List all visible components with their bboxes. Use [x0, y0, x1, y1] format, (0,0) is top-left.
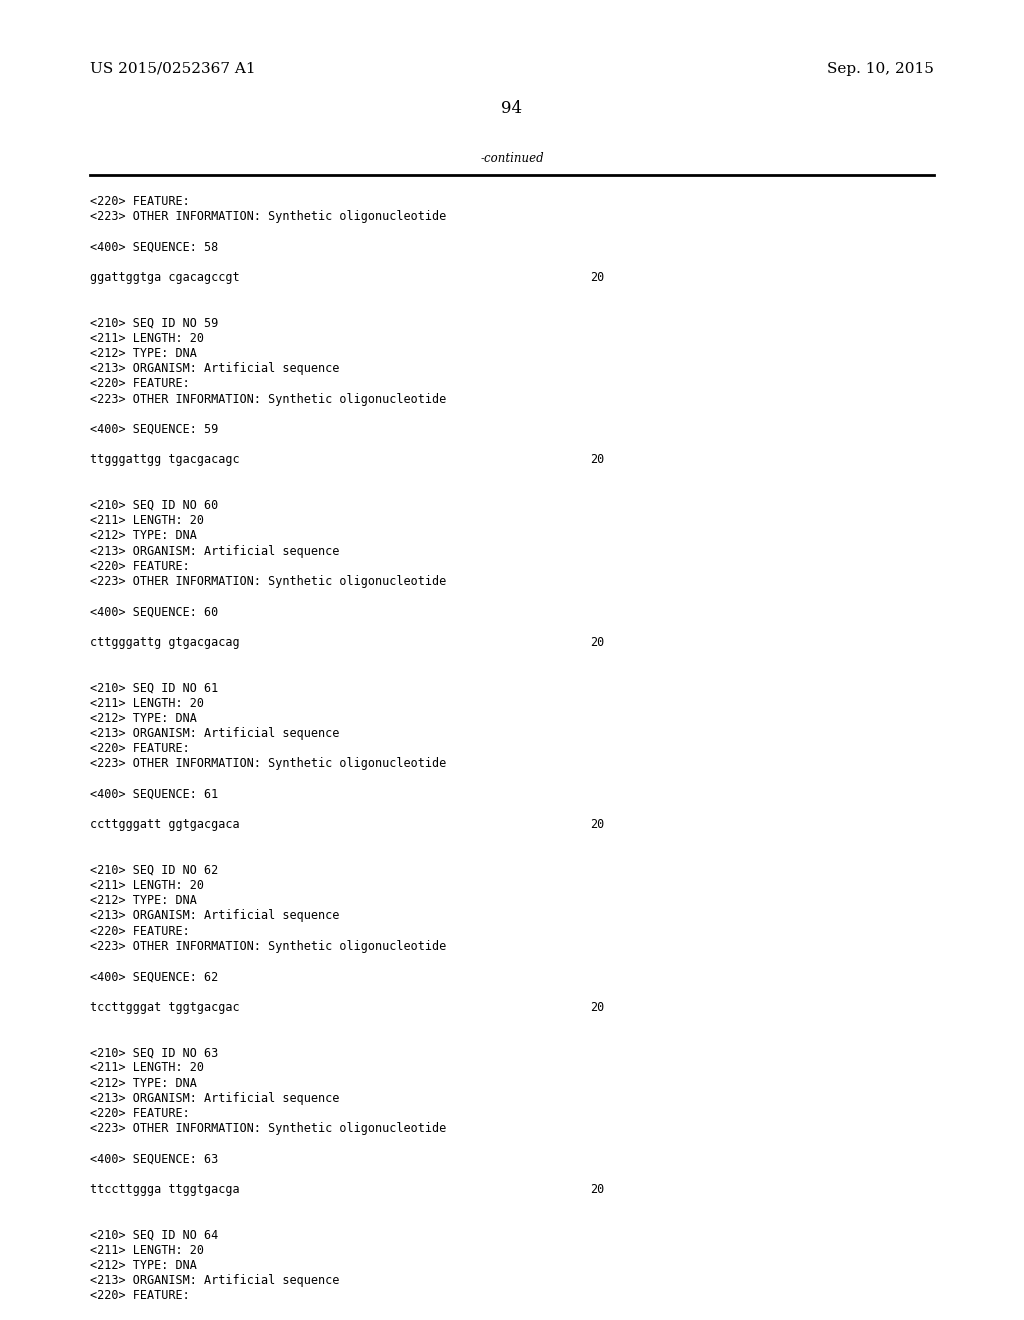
Text: <400> SEQUENCE: 58: <400> SEQUENCE: 58 — [90, 240, 218, 253]
Text: <400> SEQUENCE: 60: <400> SEQUENCE: 60 — [90, 606, 218, 618]
Text: <220> FEATURE:: <220> FEATURE: — [90, 560, 189, 573]
Text: ggattggtga cgacagccgt: ggattggtga cgacagccgt — [90, 271, 240, 284]
Text: ttgggattgg tgacgacagc: ttgggattgg tgacgacagc — [90, 453, 240, 466]
Text: 20: 20 — [590, 1001, 604, 1014]
Text: <212> TYPE: DNA: <212> TYPE: DNA — [90, 711, 197, 725]
Text: <223> OTHER INFORMATION: Synthetic oligonucleotide: <223> OTHER INFORMATION: Synthetic oligo… — [90, 576, 446, 587]
Text: <211> LENGTH: 20: <211> LENGTH: 20 — [90, 1061, 204, 1074]
Text: 20: 20 — [590, 1183, 604, 1196]
Text: <400> SEQUENCE: 59: <400> SEQUENCE: 59 — [90, 422, 218, 436]
Text: 20: 20 — [590, 271, 604, 284]
Text: <212> TYPE: DNA: <212> TYPE: DNA — [90, 347, 197, 360]
Text: 20: 20 — [590, 818, 604, 832]
Text: <211> LENGTH: 20: <211> LENGTH: 20 — [90, 879, 204, 892]
Text: <212> TYPE: DNA: <212> TYPE: DNA — [90, 894, 197, 907]
Text: cttgggattg gtgacgacag: cttgggattg gtgacgacag — [90, 636, 240, 649]
Text: <400> SEQUENCE: 62: <400> SEQUENCE: 62 — [90, 970, 218, 983]
Text: <211> LENGTH: 20: <211> LENGTH: 20 — [90, 515, 204, 527]
Text: <220> FEATURE:: <220> FEATURE: — [90, 924, 189, 937]
Text: <223> OTHER INFORMATION: Synthetic oligonucleotide: <223> OTHER INFORMATION: Synthetic oligo… — [90, 392, 446, 405]
Text: <220> FEATURE:: <220> FEATURE: — [90, 742, 189, 755]
Text: <210> SEQ ID NO 63: <210> SEQ ID NO 63 — [90, 1047, 218, 1059]
Text: <211> LENGTH: 20: <211> LENGTH: 20 — [90, 1243, 204, 1257]
Text: <212> TYPE: DNA: <212> TYPE: DNA — [90, 1259, 197, 1272]
Text: <213> ORGANISM: Artificial sequence: <213> ORGANISM: Artificial sequence — [90, 1092, 339, 1105]
Text: <220> FEATURE:: <220> FEATURE: — [90, 1290, 189, 1303]
Text: <213> ORGANISM: Artificial sequence: <213> ORGANISM: Artificial sequence — [90, 545, 339, 557]
Text: tccttgggat tggtgacgac: tccttgggat tggtgacgac — [90, 1001, 240, 1014]
Text: <210> SEQ ID NO 62: <210> SEQ ID NO 62 — [90, 863, 218, 876]
Text: <212> TYPE: DNA: <212> TYPE: DNA — [90, 529, 197, 543]
Text: 20: 20 — [590, 453, 604, 466]
Text: US 2015/0252367 A1: US 2015/0252367 A1 — [90, 62, 256, 77]
Text: <210> SEQ ID NO 60: <210> SEQ ID NO 60 — [90, 499, 218, 512]
Text: <211> LENGTH: 20: <211> LENGTH: 20 — [90, 331, 204, 345]
Text: <213> ORGANISM: Artificial sequence: <213> ORGANISM: Artificial sequence — [90, 1274, 339, 1287]
Text: <210> SEQ ID NO 64: <210> SEQ ID NO 64 — [90, 1229, 218, 1242]
Text: <210> SEQ ID NO 59: <210> SEQ ID NO 59 — [90, 317, 218, 330]
Text: <223> OTHER INFORMATION: Synthetic oligonucleotide: <223> OTHER INFORMATION: Synthetic oligo… — [90, 1122, 446, 1135]
Text: ttccttggga ttggtgacga: ttccttggga ttggtgacga — [90, 1183, 240, 1196]
Text: ccttgggatt ggtgacgaca: ccttgggatt ggtgacgaca — [90, 818, 240, 832]
Text: <220> FEATURE:: <220> FEATURE: — [90, 1107, 189, 1119]
Text: <211> LENGTH: 20: <211> LENGTH: 20 — [90, 697, 204, 710]
Text: Sep. 10, 2015: Sep. 10, 2015 — [827, 62, 934, 77]
Text: <400> SEQUENCE: 61: <400> SEQUENCE: 61 — [90, 788, 218, 801]
Text: <223> OTHER INFORMATION: Synthetic oligonucleotide: <223> OTHER INFORMATION: Synthetic oligo… — [90, 210, 446, 223]
Text: <223> OTHER INFORMATION: Synthetic oligonucleotide: <223> OTHER INFORMATION: Synthetic oligo… — [90, 758, 446, 771]
Text: <212> TYPE: DNA: <212> TYPE: DNA — [90, 1077, 197, 1089]
Text: -continued: -continued — [480, 152, 544, 165]
Text: <220> FEATURE:: <220> FEATURE: — [90, 378, 189, 391]
Text: <213> ORGANISM: Artificial sequence: <213> ORGANISM: Artificial sequence — [90, 909, 339, 923]
Text: <400> SEQUENCE: 63: <400> SEQUENCE: 63 — [90, 1152, 218, 1166]
Text: 20: 20 — [590, 636, 604, 649]
Text: <210> SEQ ID NO 61: <210> SEQ ID NO 61 — [90, 681, 218, 694]
Text: 94: 94 — [502, 100, 522, 117]
Text: <213> ORGANISM: Artificial sequence: <213> ORGANISM: Artificial sequence — [90, 362, 339, 375]
Text: <213> ORGANISM: Artificial sequence: <213> ORGANISM: Artificial sequence — [90, 727, 339, 741]
Text: <223> OTHER INFORMATION: Synthetic oligonucleotide: <223> OTHER INFORMATION: Synthetic oligo… — [90, 940, 446, 953]
Text: <220> FEATURE:: <220> FEATURE: — [90, 195, 189, 209]
